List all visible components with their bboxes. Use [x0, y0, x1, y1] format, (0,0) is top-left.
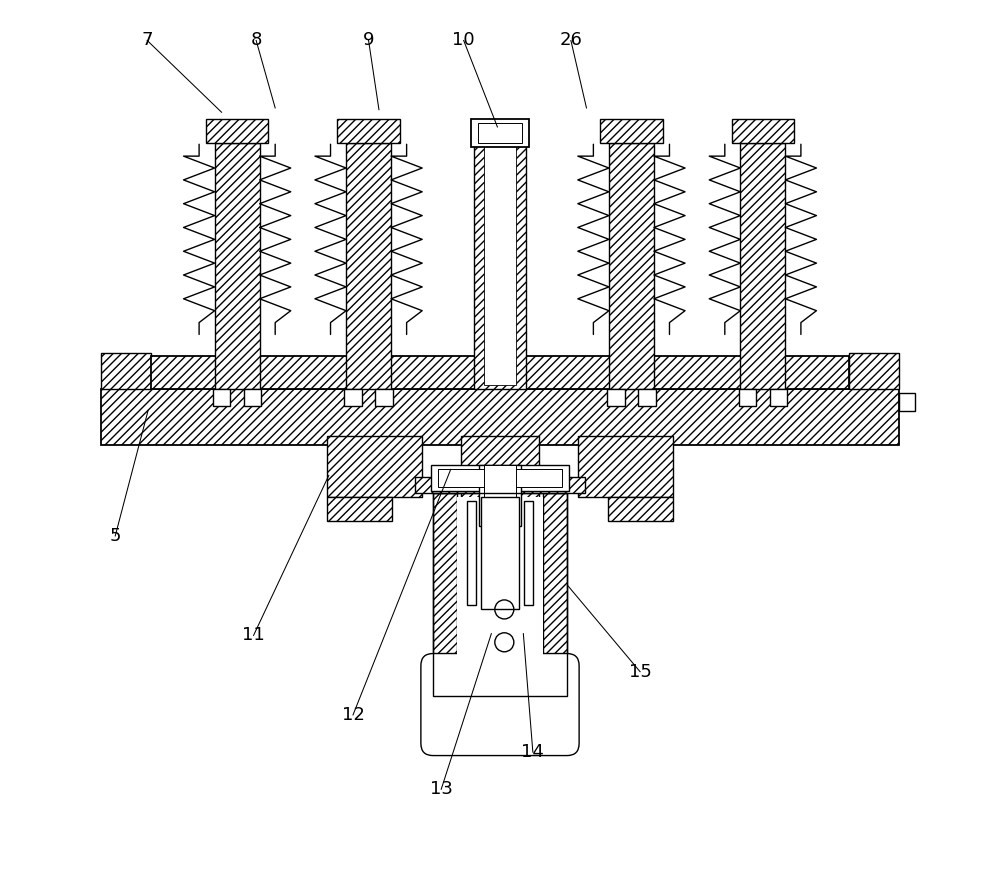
Bar: [899, 393, 915, 410]
Text: 14: 14: [521, 743, 544, 761]
Bar: [478, 122, 522, 143]
Bar: [415, 478, 585, 492]
Bar: [457, 497, 543, 691]
Bar: [600, 120, 663, 142]
Bar: [481, 497, 519, 609]
Bar: [215, 142, 260, 389]
Bar: [346, 142, 391, 389]
Bar: [344, 389, 362, 406]
Bar: [732, 120, 794, 142]
Text: 13: 13: [430, 780, 453, 798]
Bar: [101, 353, 151, 389]
Bar: [244, 389, 261, 406]
Bar: [151, 356, 849, 389]
Text: 15: 15: [629, 663, 652, 681]
Bar: [849, 353, 899, 389]
Bar: [431, 465, 569, 491]
Text: 10: 10: [452, 31, 475, 50]
Bar: [484, 142, 516, 385]
Text: 9: 9: [363, 31, 374, 50]
Bar: [433, 492, 457, 691]
Bar: [206, 120, 268, 142]
Bar: [327, 436, 422, 497]
Bar: [337, 120, 400, 142]
Bar: [471, 120, 529, 147]
Text: 8: 8: [250, 31, 262, 50]
Text: 7: 7: [141, 31, 153, 50]
Bar: [524, 501, 533, 605]
Bar: [607, 389, 625, 406]
Text: 11: 11: [242, 626, 265, 644]
Bar: [474, 142, 526, 389]
Bar: [484, 465, 516, 520]
Bar: [433, 492, 567, 696]
Bar: [101, 389, 899, 445]
Bar: [578, 436, 673, 497]
Text: 5: 5: [109, 527, 121, 545]
Bar: [327, 497, 392, 521]
Bar: [375, 389, 393, 406]
Bar: [770, 389, 787, 406]
Text: 26: 26: [559, 31, 582, 50]
Bar: [461, 436, 539, 501]
Bar: [739, 389, 756, 406]
Bar: [638, 389, 656, 406]
FancyBboxPatch shape: [421, 654, 579, 755]
Bar: [543, 492, 567, 691]
Bar: [740, 142, 785, 389]
Bar: [609, 142, 654, 389]
Bar: [213, 389, 230, 406]
Bar: [438, 470, 562, 486]
Text: 12: 12: [342, 706, 364, 724]
Bar: [479, 465, 521, 526]
Bar: [467, 501, 476, 605]
Bar: [608, 497, 673, 521]
